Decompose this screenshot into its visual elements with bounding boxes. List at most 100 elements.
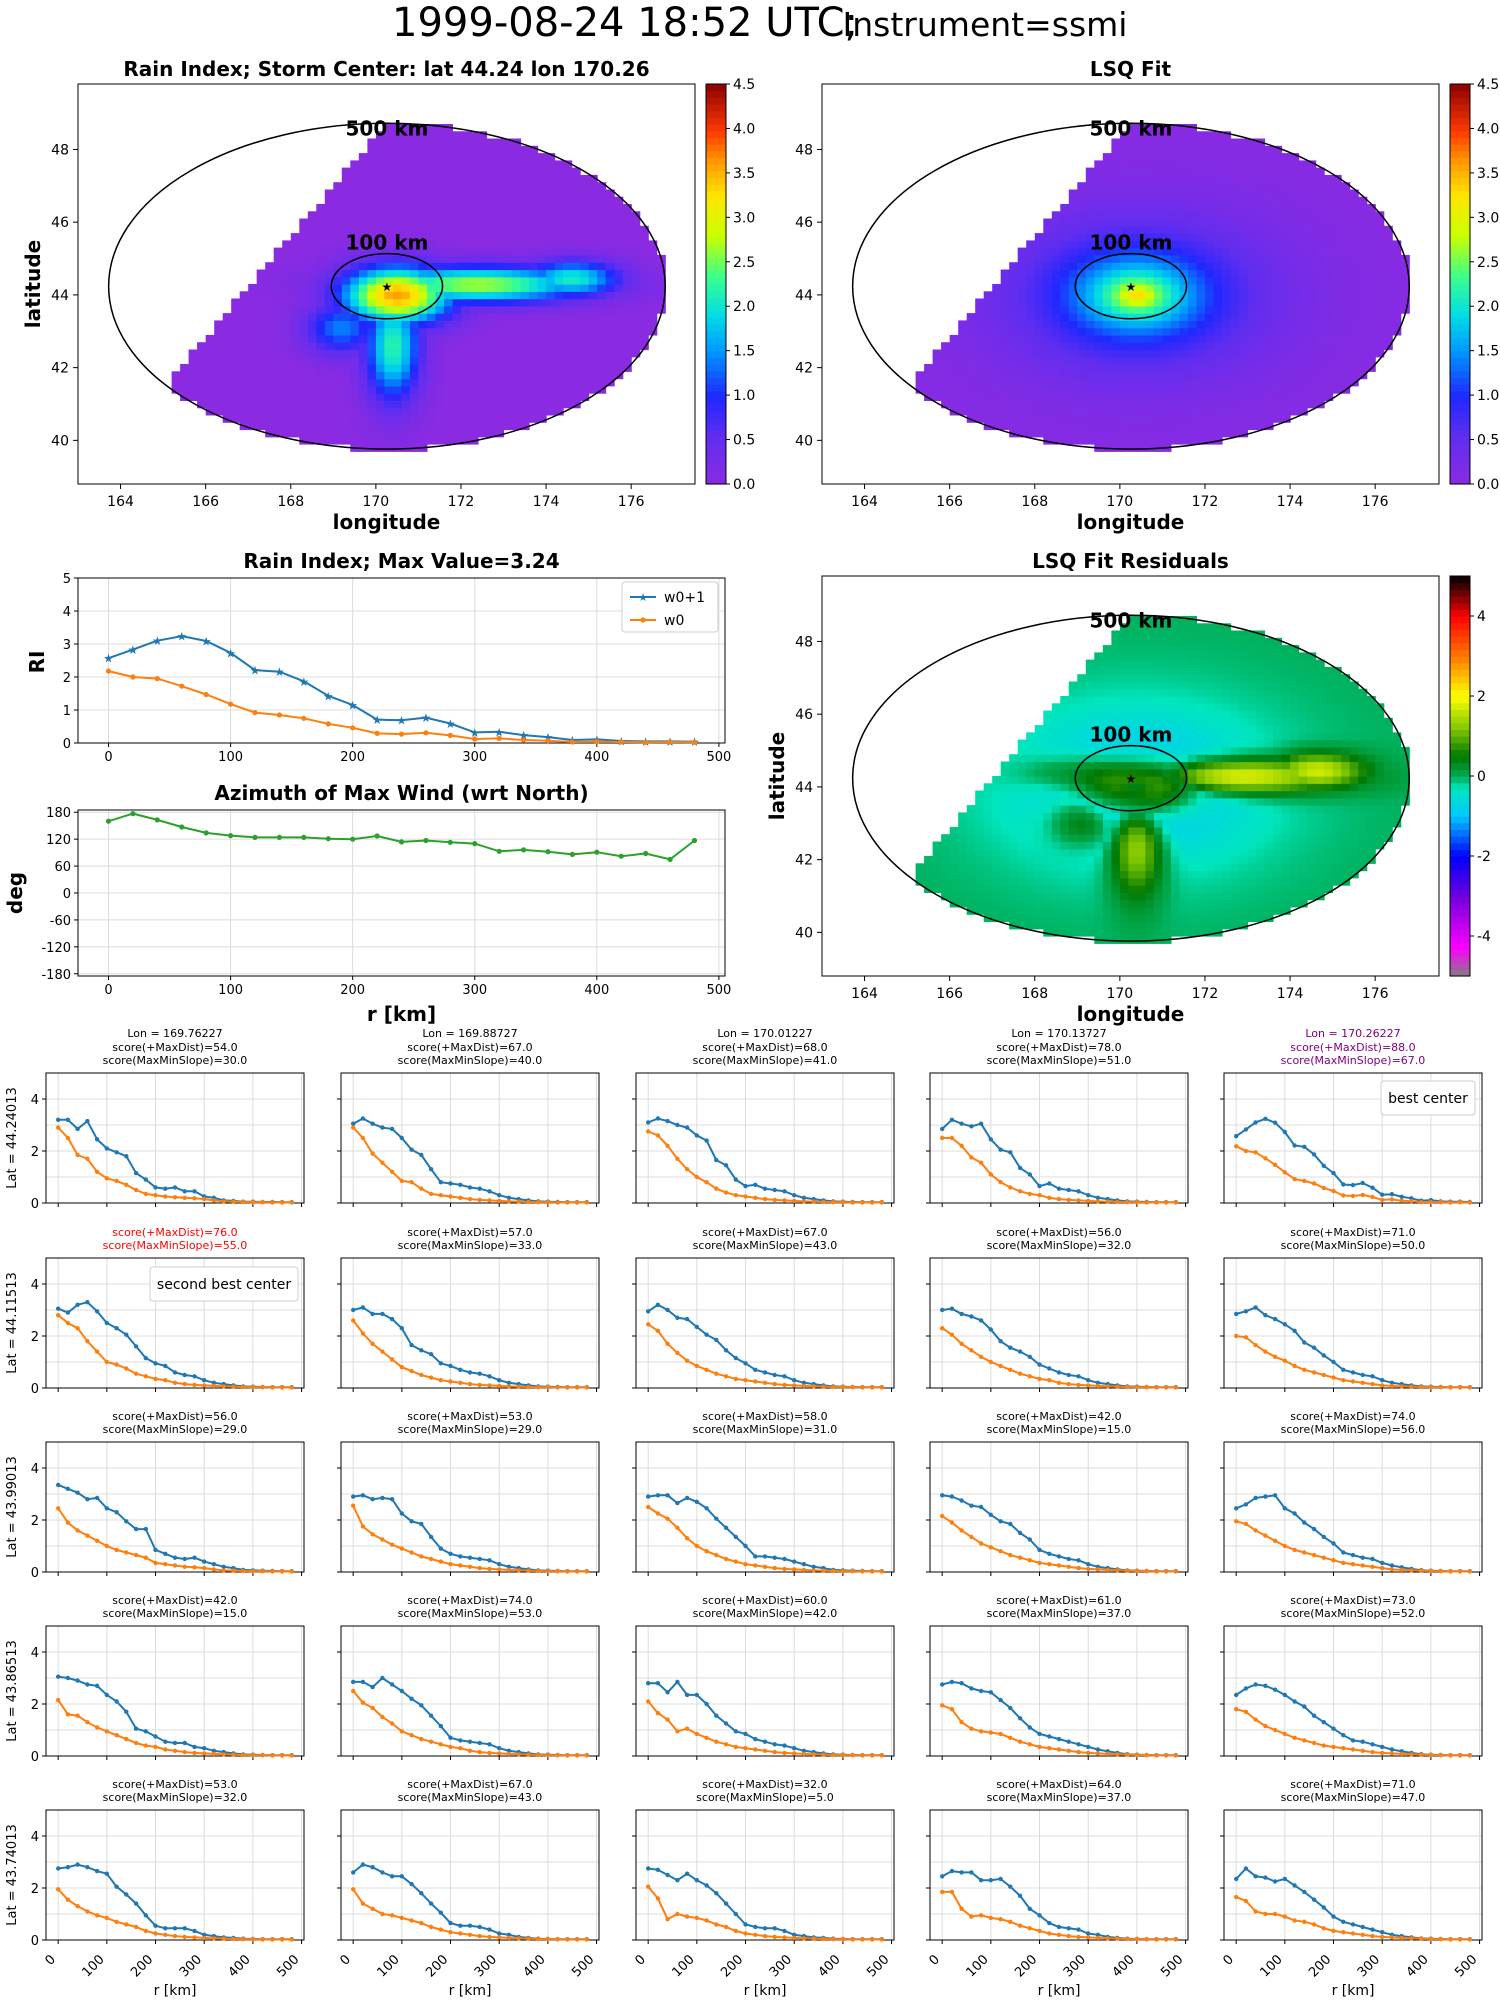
map-cell [1222,732,1232,741]
map-cell [401,414,411,423]
map-cell [1153,254,1163,263]
map-cell [282,240,292,249]
map-cell [452,138,462,147]
map-cell [392,400,402,409]
map-cell [1383,305,1393,314]
map-cell [1230,790,1240,799]
map-cell [588,174,598,183]
map-cell [231,356,241,365]
map-cell [435,233,445,241]
map-cell [1307,269,1317,278]
map-cell [495,225,505,234]
map-cell [1000,812,1010,821]
map-cell [1366,262,1376,271]
map-cell [992,378,1002,387]
map-cell [503,196,513,205]
map-cell [1111,703,1121,712]
map-cell [975,305,985,314]
map-cell [409,400,419,409]
map-cell [503,400,513,409]
map-cell [1068,812,1078,821]
map-cell [435,211,445,220]
map-cell [1230,182,1240,191]
map-cell [1230,298,1240,307]
map-cell [1170,776,1180,784]
map-cell [622,269,632,278]
map-cell [1170,681,1180,690]
colorbar-band [1450,297,1470,305]
map-cell [588,196,598,205]
map-cell [1205,327,1215,336]
map-cell [941,863,951,872]
map-cell [384,225,394,234]
map-cell [1153,167,1163,176]
map-cell [443,429,453,438]
map-cell [1102,254,1112,263]
map-cell [435,422,445,431]
map-cell [350,218,360,227]
map-cell [1136,892,1146,901]
map-cell [426,371,436,380]
ring-label-500km: 500 km [345,116,428,140]
map-cell [486,422,496,431]
map-cell [418,342,428,351]
map-cell [1383,262,1393,271]
map-cell [1375,305,1385,314]
map-cell [1017,848,1027,857]
map-cell [1009,870,1019,879]
map-cell [1273,160,1283,169]
map-cell [1145,892,1155,901]
map-cell [1230,688,1240,697]
map-cell [426,298,436,307]
map-cell [1179,659,1189,668]
map-cell [1239,385,1249,394]
map-cell [512,356,522,365]
map-cell [1332,262,1342,271]
map-cell [1170,196,1180,205]
map-cell [983,385,993,394]
map-cell [307,276,317,285]
map-cell [1170,812,1180,821]
map-cell [1153,385,1163,394]
map-cell [1213,240,1223,249]
map-cell [1136,276,1146,285]
map-cell [1332,378,1342,387]
map-cell [1298,196,1308,205]
map-cell [1196,681,1206,690]
map-cell [1136,659,1146,668]
map-cell [392,225,402,234]
map-cell [932,385,942,394]
map-cell [435,276,445,285]
map-cell [1383,225,1393,234]
map-cell [537,320,547,329]
map-cell [1017,739,1027,748]
swath-cells [915,616,1410,944]
map-cell [1034,761,1044,770]
map-cell [1017,284,1027,292]
map-cell [1222,674,1232,683]
map-cell [375,254,385,263]
map-cell [1213,666,1223,675]
map-cell [1179,182,1189,191]
map-cell [1043,710,1053,719]
map-cell [1324,233,1334,241]
map-cell [1162,436,1172,445]
map-cell [966,385,976,394]
map-cell [214,393,224,401]
map-cell [1128,342,1138,351]
map-cell [966,320,976,329]
map-cell [1009,349,1019,358]
map-cell [1213,305,1223,314]
map-cell [563,254,573,263]
map-cell [580,189,590,198]
map-cell [384,291,394,300]
map-cell [1392,327,1402,336]
colorbar-band [706,204,726,212]
map-cell [273,349,283,358]
map-cell [1034,400,1044,409]
map-cell [1400,284,1410,292]
colorbar-band [706,390,726,398]
map-cell [546,284,556,292]
map-cell [409,153,419,161]
map-cell [1366,349,1376,358]
